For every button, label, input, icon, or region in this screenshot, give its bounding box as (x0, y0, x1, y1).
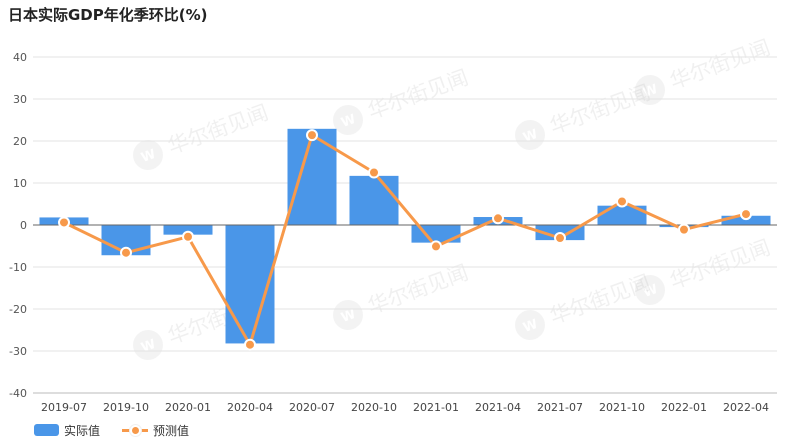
y-tick-label: -30 (9, 345, 27, 358)
bar (287, 128, 337, 225)
watermark-logo-mark: W (339, 112, 358, 131)
y-axis: -40 -30 -20 -10 0 10 20 30 40 (9, 51, 27, 400)
y-tick-label: -40 (9, 387, 27, 400)
forecast-point (554, 232, 566, 245)
y-tick-label: 30 (13, 93, 27, 106)
y-tick-label: 10 (13, 177, 27, 190)
watermark-logo-icon (333, 300, 363, 330)
x-tick-label: 2019-10 (103, 401, 149, 414)
watermark: W 华尔街见闻 (515, 80, 653, 150)
bar (163, 225, 213, 235)
watermark-logo-icon (635, 275, 665, 305)
legend-label-forecast: 预测值 (153, 423, 190, 438)
y-tick-label: 20 (13, 135, 27, 148)
forecast-point (306, 129, 318, 142)
forecast-point (182, 230, 194, 243)
legend-bar-swatch (34, 424, 59, 436)
x-tick-label: 2019-07 (41, 401, 87, 414)
legend-item-actual[interactable]: 实际值 (34, 422, 100, 439)
x-tick-label: 2020-07 (289, 401, 335, 414)
bar (721, 215, 771, 225)
watermark-logo-icon (635, 75, 665, 105)
watermark-logo-mark: W (641, 282, 660, 301)
grid-lines (33, 56, 777, 394)
chart-title: 日本实际GDP年化季环比(%) (8, 6, 208, 24)
forecast-point (368, 166, 380, 179)
watermark: W 华尔街见闻 (133, 100, 272, 170)
forecast-point (678, 223, 690, 236)
x-tick-label: 2021-04 (475, 401, 521, 414)
watermark: W 华尔街见闻 (333, 65, 472, 135)
legend-line-swatch (122, 424, 149, 436)
legend-item-forecast[interactable]: 预测值 (122, 422, 189, 439)
x-tick-label: 2020-04 (227, 401, 273, 414)
bar (411, 225, 461, 243)
legend-label-actual: 实际值 (64, 423, 101, 438)
x-tick-label: 2022-01 (661, 401, 707, 414)
y-tick-label: -10 (9, 261, 27, 274)
bar (349, 175, 399, 225)
forecast-line (63, 133, 747, 347)
x-tick-label: 2020-10 (351, 401, 397, 414)
watermark: W 华尔街见闻 (635, 35, 774, 105)
watermark-text: 华尔街见闻 (365, 65, 472, 123)
watermark-logo-mark: W (641, 82, 660, 101)
watermark: W 华尔街见闻 (515, 270, 654, 340)
forecast-point (430, 240, 442, 253)
forecast-point (740, 208, 752, 221)
x-axis: 2019-07 2019-10 2020-01 2020-04 2020-07 2020-… (33, 392, 777, 414)
watermark-logo-icon (133, 330, 163, 360)
x-tick-label: 2022-04 (723, 401, 769, 414)
watermark-logo-mark: W (521, 317, 540, 336)
watermark: W 华尔街见闻 (635, 235, 774, 305)
watermark-text: 华尔街见闻 (667, 235, 774, 293)
forecast-point (492, 212, 504, 225)
watermark-logo-mark: W (139, 147, 158, 166)
y-tick-label: 40 (13, 51, 27, 64)
x-tick-label: 2020-01 (165, 401, 211, 414)
watermark-text: 华尔街见闻 (667, 35, 774, 93)
watermark-text: 华尔街见闻 (165, 100, 272, 158)
watermark-text: 华尔街见闻 (547, 270, 654, 328)
watermark-logo-icon (515, 310, 545, 340)
watermark-logo-mark: W (339, 307, 358, 326)
x-tick-label: 2021-07 (537, 401, 583, 414)
watermark-logo-icon (333, 105, 363, 135)
y-tick-label: 0 (20, 219, 27, 232)
x-tick-label: 2021-10 (599, 401, 645, 414)
watermark: W 华尔街见闻 (333, 260, 472, 330)
watermark-logo-icon (515, 120, 545, 150)
chart-legend: 实际值 预测值 (34, 421, 211, 439)
x-tick-label: 2021-01 (413, 401, 459, 414)
line-series (58, 129, 752, 351)
forecast-point (58, 216, 70, 229)
forecast-point (120, 246, 132, 259)
forecast-point (616, 195, 628, 208)
watermark-text: 华尔街见闻 (365, 260, 472, 318)
bar (597, 205, 647, 225)
forecast-point (244, 338, 256, 351)
y-tick-label: -20 (9, 303, 27, 316)
watermark-logo-icon (133, 140, 163, 170)
